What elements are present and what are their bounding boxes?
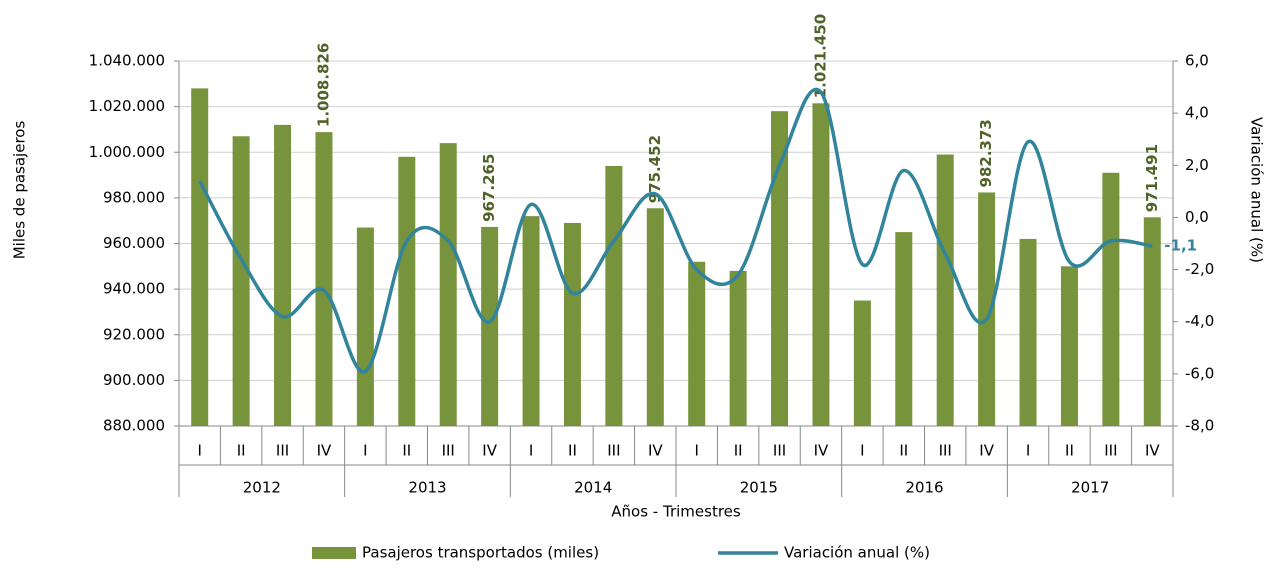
- y2-tick-label: -4,0: [1185, 312, 1214, 330]
- group-label: 2015: [740, 479, 778, 497]
- y2-tick-label: 2,0: [1185, 156, 1209, 174]
- bar: [936, 154, 954, 426]
- x-tick-label: III: [939, 442, 952, 460]
- bar: [356, 227, 374, 426]
- bar: [646, 208, 664, 426]
- group-label: 2012: [243, 479, 281, 497]
- bar: [274, 124, 292, 426]
- bar: [978, 192, 996, 426]
- bar: [1102, 172, 1120, 426]
- y2-tick-label: -8,0: [1185, 417, 1214, 435]
- bar: [398, 156, 416, 426]
- data-label: 1.008.826: [314, 43, 332, 127]
- line: [198, 87, 1153, 374]
- y-tick-label: 920.000: [103, 325, 165, 343]
- y2-tick-label: 6,0: [1185, 52, 1209, 70]
- bar: [605, 165, 623, 426]
- x-tick-label: IV: [814, 442, 829, 460]
- y2-tick-label: -6,0: [1185, 364, 1214, 382]
- group-label: 2013: [408, 479, 446, 497]
- x-tick-label: IV: [648, 442, 663, 460]
- y-tick-label: 940.000: [103, 280, 165, 298]
- x-tick-label: IV: [482, 442, 497, 460]
- data-label: 971.491: [1143, 144, 1161, 212]
- bar: [481, 226, 499, 426]
- legend-label: Pasajeros transportados (miles): [362, 544, 599, 562]
- x-tick-label: IV: [317, 442, 332, 460]
- y-tick-label: 1.000.000: [89, 143, 165, 161]
- bar: [812, 103, 830, 426]
- bar: [688, 261, 706, 426]
- y-tick-label: 1.020.000: [89, 97, 165, 115]
- data-label: 982.373: [977, 119, 995, 187]
- x-tick-label: II: [899, 442, 908, 460]
- x-tick-label: I: [363, 442, 367, 460]
- x-tick-label: II: [1065, 442, 1074, 460]
- data-label: -1,1: [1164, 237, 1197, 255]
- y2-axis-title: Variación anual (%): [1248, 117, 1266, 263]
- x-tick-label: II: [402, 442, 411, 460]
- bar: [563, 222, 581, 426]
- bar: [729, 270, 747, 426]
- bar: [522, 216, 540, 426]
- x-tick-label: III: [607, 442, 620, 460]
- bar: [191, 88, 209, 426]
- y-tick-label: 1.040.000: [89, 52, 165, 70]
- bar: [439, 143, 457, 426]
- bar: [1060, 266, 1078, 426]
- data-label: 967.265: [480, 154, 498, 222]
- bar: [315, 132, 333, 426]
- x-tick-label: II: [734, 442, 743, 460]
- y-tick-label: 880.000: [103, 417, 165, 435]
- x-tick-label: III: [1104, 442, 1117, 460]
- x-tick-label: I: [197, 442, 201, 460]
- x-tick-label: I: [1026, 442, 1030, 460]
- y2-tick-label: 0,0: [1185, 208, 1209, 226]
- x-tick-label: III: [442, 442, 455, 460]
- bar: [853, 300, 871, 426]
- x-tick-label: IV: [979, 442, 994, 460]
- bar: [895, 232, 913, 426]
- y2-tick-label: -2,0: [1185, 260, 1214, 278]
- x-tick-label: IV: [1145, 442, 1160, 460]
- x-tick-label: III: [773, 442, 786, 460]
- group-label: 2016: [905, 479, 943, 497]
- x-tick-label: I: [529, 442, 533, 460]
- data-label: 1.021.450: [811, 14, 829, 98]
- x-axis-title: Años - Trimestres: [611, 503, 741, 521]
- y-axis-title: Miles de pasajeros: [11, 121, 29, 260]
- bar: [1143, 217, 1161, 426]
- x-tick-label: I: [860, 442, 864, 460]
- group-label: 2014: [574, 479, 612, 497]
- legend-label: Variación anual (%): [784, 544, 930, 562]
- y-tick-label: 900.000: [103, 371, 165, 389]
- bar: [1019, 238, 1037, 426]
- x-tick-label: III: [276, 442, 289, 460]
- data-label: 975.452: [646, 135, 664, 203]
- y2-tick-label: 4,0: [1185, 104, 1209, 122]
- bar: [232, 136, 250, 426]
- bar: [771, 111, 789, 426]
- group-label: 2017: [1071, 479, 1109, 497]
- y-tick-label: 980.000: [103, 188, 165, 206]
- x-tick-label: II: [568, 442, 577, 460]
- legend-swatch: [312, 547, 356, 559]
- x-tick-label: II: [237, 442, 246, 460]
- y-tick-label: 960.000: [103, 234, 165, 252]
- x-tick-label: I: [694, 442, 698, 460]
